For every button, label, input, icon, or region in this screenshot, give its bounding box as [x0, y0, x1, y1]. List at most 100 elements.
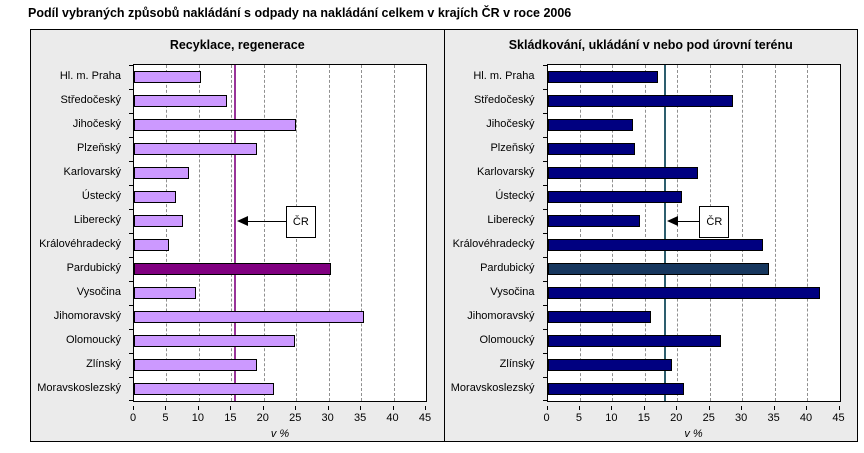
- y-tick-mark: [129, 209, 134, 210]
- y-tick-mark: [129, 113, 134, 114]
- x-tick-mark: [392, 406, 394, 410]
- panel-landfill: Skládkování, ukládání v nebo pod úrovní …: [445, 30, 858, 441]
- category-label: Vysočina: [76, 286, 121, 298]
- category-label: Liberecký: [73, 214, 121, 226]
- y-tick-mark: [129, 137, 134, 138]
- x-tick-mark: [262, 406, 264, 410]
- x-tick-mark: [295, 406, 297, 410]
- category-label: Karlovarský: [63, 166, 121, 178]
- category-label: Jihomoravský: [467, 310, 535, 322]
- bar: [547, 215, 640, 227]
- y-tick-mark: [542, 257, 548, 258]
- x-tick-mark: [773, 406, 775, 410]
- chart-title-recycling: Recyklace, regenerace: [169, 38, 305, 52]
- category-label: Vysočina: [490, 286, 535, 298]
- category-label: Liberecký: [487, 214, 535, 226]
- chart-area-recycling: Hl. m. Praha Středočeský Jihočeský Plzeňský…: [31, 60, 444, 441]
- y-tick-mark: [542, 113, 548, 114]
- gridline: [579, 65, 581, 401]
- plot-area: ČR: [129, 64, 427, 402]
- x-tick-mark: [676, 406, 678, 410]
- bar: [547, 167, 699, 179]
- bar: [547, 71, 659, 83]
- bar: [547, 335, 722, 347]
- category-label: Zlínský: [86, 358, 121, 370]
- bar: [134, 215, 183, 227]
- y-tick-mark: [542, 353, 548, 354]
- category-label: Ústecký: [81, 190, 121, 202]
- bar: [547, 119, 634, 131]
- category-label: Středočeský: [60, 94, 121, 106]
- bar: [134, 95, 227, 107]
- y-tick-mark: [129, 400, 134, 401]
- chart-title-landfill: Skládkování, ukládání v nebo pod úrovní …: [508, 38, 793, 52]
- y-tick-mark: [129, 329, 134, 330]
- bar: [547, 143, 636, 155]
- gridline: [612, 65, 614, 401]
- category-label: Karlovarský: [477, 166, 535, 178]
- bar: [134, 191, 177, 203]
- y-tick-mark: [542, 89, 548, 90]
- bar: [547, 95, 734, 107]
- category-axis-labels: Hl. m. Praha Středočeský Jihočeský Plzeňský…: [31, 64, 127, 400]
- category-label: Hl. m. Praha: [59, 70, 121, 82]
- bar-highlighted: [547, 263, 770, 275]
- value-axis-title: v %: [270, 428, 290, 440]
- x-tick-mark: [546, 406, 548, 410]
- cr-callout-label: ČR: [285, 206, 316, 238]
- x-tick-mark: [643, 406, 645, 410]
- cr-arrow-line: [246, 221, 286, 222]
- gridline: [677, 65, 679, 401]
- category-label: Středočeský: [473, 94, 535, 106]
- x-tick-label: 45: [418, 412, 432, 424]
- bar-highlighted: [134, 263, 332, 275]
- bar: [134, 239, 170, 251]
- x-tick-label: 10: [191, 412, 204, 424]
- page-title: Podíl vybraných způsobů nakládání s odpa…: [28, 6, 572, 20]
- gridline: [166, 65, 168, 401]
- bar: [547, 311, 652, 323]
- category-label: Zlínský: [499, 358, 535, 370]
- x-tick-label: 0: [129, 412, 137, 424]
- y-tick-mark: [542, 400, 548, 401]
- x-tick-mark: [578, 406, 580, 410]
- category-label: Jihomoravský: [53, 310, 121, 322]
- cr-average-line: [663, 65, 666, 401]
- cr-arrow-icon: [236, 216, 248, 226]
- category-label: Olomoucký: [479, 334, 535, 346]
- cr-arrow-line: [676, 221, 700, 222]
- bar: [134, 335, 295, 347]
- x-tick-mark: [197, 406, 199, 410]
- x-tick-label: 25: [702, 412, 715, 424]
- x-tick-mark: [165, 406, 167, 410]
- y-tick-mark: [129, 377, 134, 378]
- chart-area-landfill: Hl. m. Praha Středočeský Jihočeský Plzeňský…: [445, 60, 858, 441]
- y-tick-mark: [129, 233, 134, 234]
- gridline: [263, 65, 265, 401]
- x-tick-mark: [230, 406, 232, 410]
- y-tick-mark: [542, 65, 548, 66]
- y-tick-mark: [542, 209, 548, 210]
- category-label: Plzeňský: [76, 142, 121, 154]
- cr-callout-label: ČR: [699, 206, 730, 238]
- x-tick-label: 25: [289, 412, 302, 424]
- y-tick-mark: [129, 281, 134, 282]
- y-tick-mark: [129, 257, 134, 258]
- y-tick-mark: [129, 353, 134, 354]
- category-label: Jihočeský: [72, 118, 121, 130]
- y-tick-mark: [542, 329, 548, 330]
- y-tick-mark: [542, 233, 548, 234]
- category-label: Ústecký: [495, 190, 535, 202]
- x-tick-mark: [327, 406, 329, 410]
- cr-arrow-icon: [666, 216, 678, 226]
- y-tick-mark: [542, 161, 548, 162]
- category-axis-labels: Hl. m. Praha Středočeský Jihočeský Plzeňský…: [445, 64, 541, 400]
- y-tick-mark: [542, 185, 548, 186]
- y-tick-mark: [129, 305, 134, 306]
- gridline: [198, 65, 200, 401]
- x-tick-mark: [838, 406, 840, 410]
- category-label: Moravskoslezský: [37, 382, 121, 394]
- bar: [134, 287, 197, 299]
- x-tick-mark: [741, 406, 743, 410]
